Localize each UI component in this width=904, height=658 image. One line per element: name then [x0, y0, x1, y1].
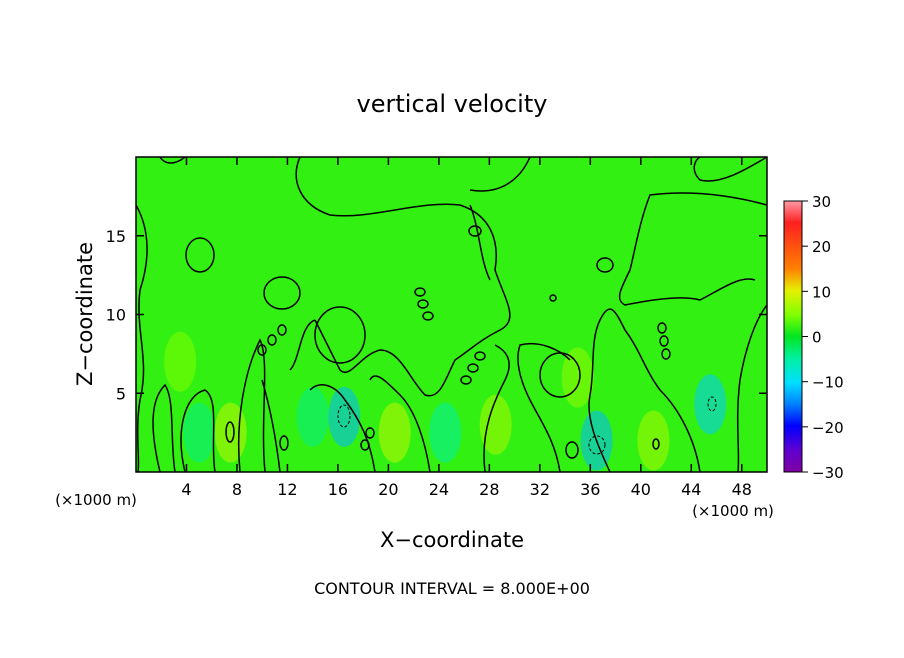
- x-tick-label: 4: [181, 480, 191, 499]
- field-anomaly: [378, 402, 411, 463]
- colorbar-tick-label: 30: [812, 193, 831, 211]
- contour-line: [693, 157, 767, 182]
- contour-interval-note: CONTOUR INTERVAL = 8.000E+00: [314, 579, 590, 598]
- contour-loop: [707, 396, 717, 412]
- colorbar-gradient: [783, 200, 803, 473]
- contour-loop: [652, 438, 660, 450]
- contour-loop: [257, 344, 267, 356]
- y-tick-label: 15: [106, 227, 126, 246]
- contour-loop: [365, 427, 375, 439]
- contour-loop: [314, 306, 366, 364]
- x-tick-label: 16: [328, 480, 348, 499]
- x-tick-label: 44: [681, 480, 701, 499]
- field-anomaly: [183, 402, 216, 463]
- field-anomaly: [214, 402, 247, 463]
- contour-line: [309, 384, 376, 472]
- contour-lines: [136, 157, 767, 472]
- contour-loop: [539, 352, 581, 398]
- contour-line: [180, 389, 216, 472]
- contour-line: [261, 379, 281, 472]
- contour-line: [588, 308, 701, 472]
- y-tick-label: 10: [106, 306, 126, 325]
- contour-loop: [267, 334, 277, 346]
- field-anomaly: [429, 402, 462, 463]
- contour-loop: [337, 404, 351, 428]
- contour-line: [289, 319, 316, 371]
- x-tick-label: 12: [277, 480, 297, 499]
- x-axis-label: X−coordinate: [380, 528, 524, 552]
- contour-loop: [549, 294, 557, 302]
- contour-loop: [417, 299, 429, 309]
- contour-loop: [360, 439, 370, 451]
- x-tick-label: 48: [732, 480, 752, 499]
- y-tick-label: 5: [116, 384, 126, 403]
- contour-line: [159, 157, 186, 164]
- x-unit-label-left: (×1000 m): [55, 491, 137, 509]
- contour-line: [136, 204, 148, 472]
- contour-loop: [468, 225, 482, 237]
- colorbar-tick-label: −30: [812, 464, 844, 482]
- contour-loop: [279, 435, 289, 451]
- contour-loop: [460, 375, 472, 385]
- contour-loop: [474, 351, 486, 361]
- contour-loop: [467, 363, 479, 373]
- x-unit-label-right: (×1000 m): [692, 502, 774, 520]
- contour-loop: [659, 335, 669, 347]
- contour-line: [469, 157, 531, 192]
- field-anomalies: [164, 331, 727, 471]
- contour-line: [295, 157, 511, 397]
- colorbar-tick-label: −20: [812, 419, 844, 437]
- field-anomaly: [561, 347, 594, 408]
- x-tick-label: 32: [530, 480, 550, 499]
- contour-loop: [596, 257, 614, 273]
- contour-line: [152, 383, 176, 472]
- field-anomaly: [164, 331, 197, 392]
- y-axis-label: Z−coordinate: [73, 242, 97, 386]
- contour-loop: [657, 322, 667, 334]
- contour-loop: [185, 237, 215, 273]
- colorbar-tick-label: 20: [812, 238, 831, 256]
- field-anomaly: [479, 394, 512, 455]
- contour-loop: [225, 421, 235, 443]
- x-tick-label: 40: [631, 480, 651, 499]
- field-anomaly: [296, 386, 329, 447]
- negative-contours: [337, 396, 717, 455]
- contour-line: [369, 375, 431, 472]
- colorbar-ticks: 30 20 10 0 −10 −20 −30: [802, 193, 844, 482]
- contour-line: [483, 344, 510, 472]
- field-anomaly: [328, 386, 361, 447]
- x-tick-label: 24: [429, 480, 449, 499]
- contour-line: [736, 304, 767, 472]
- colorbar-tick-label: 10: [812, 283, 831, 301]
- colorbar: 30 20 10 0 −10 −20 −30: [783, 193, 844, 482]
- contour-line: [237, 338, 266, 472]
- contour-loop: [565, 441, 579, 459]
- field-anomaly: [694, 374, 727, 435]
- x-axis-ticks: 4 8 12 16 20 24 28 32 36 40 44 48: [181, 157, 752, 499]
- y-axis-ticks: 5 10 15: [106, 227, 767, 403]
- colorbar-tick-label: −10: [812, 374, 844, 392]
- x-tick-label: 20: [378, 480, 398, 499]
- colorbar-tick-label: 0: [812, 329, 822, 347]
- contour-loop: [277, 324, 287, 336]
- contour-loop: [661, 348, 671, 360]
- contour-line: [469, 204, 491, 281]
- x-tick-label: 8: [232, 480, 242, 499]
- contour-line: [517, 343, 571, 472]
- contour-loop: [588, 435, 606, 455]
- contour-loop: [263, 276, 301, 310]
- x-tick-label: 28: [479, 480, 499, 499]
- contour-line: [618, 192, 767, 306]
- contour-loop: [414, 287, 426, 297]
- x-tick-label: 36: [580, 480, 600, 499]
- contour-loop: [422, 311, 434, 321]
- chart-title: vertical velocity: [357, 90, 548, 118]
